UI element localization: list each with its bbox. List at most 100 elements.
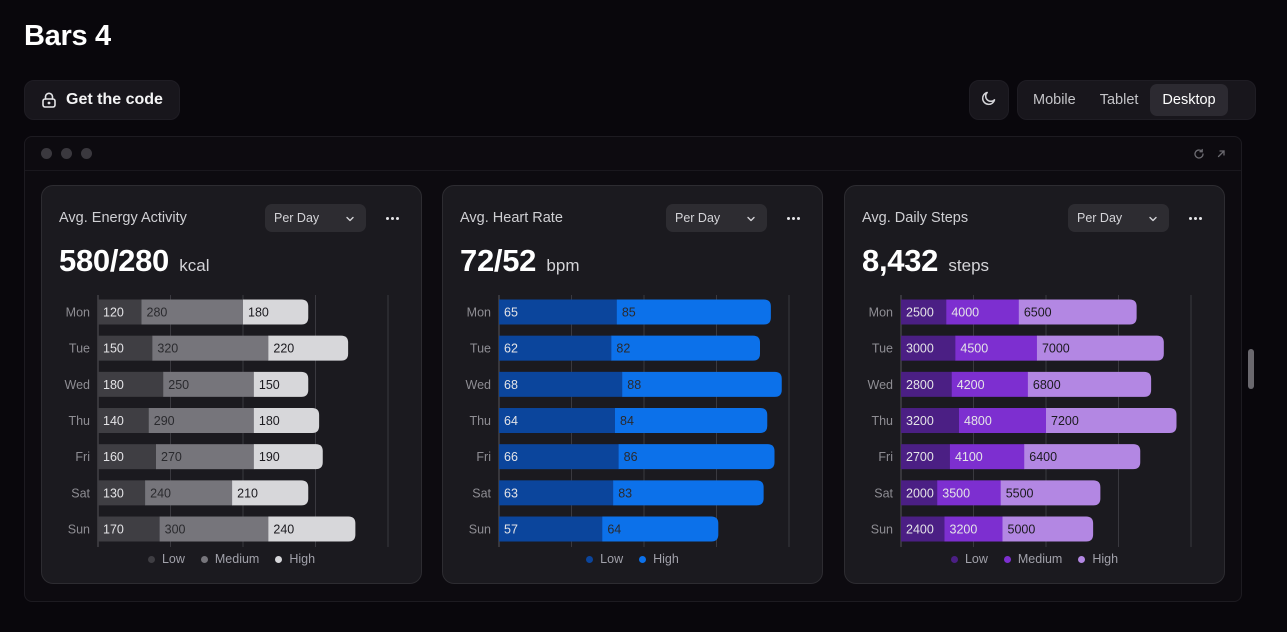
bar-segment[interactable]	[901, 299, 947, 325]
refresh-icon[interactable]	[1193, 147, 1205, 165]
card-title: Avg. Energy Activity	[59, 210, 187, 226]
bar-value-label: 180	[248, 306, 269, 320]
bar-segment[interactable]	[611, 335, 760, 361]
bar-segment[interactable]	[163, 371, 255, 397]
bar-segment[interactable]	[98, 516, 161, 542]
bar-segment[interactable]	[159, 516, 269, 542]
bar-value-label: 88	[627, 378, 641, 392]
bar-segment[interactable]	[1036, 335, 1164, 361]
legend-item: Medium	[1003, 552, 1062, 566]
bar-segment[interactable]	[499, 444, 620, 470]
legend-dot	[200, 555, 208, 563]
bar-value-label: 4100	[955, 450, 983, 464]
bar-segment[interactable]	[499, 480, 614, 506]
bar-segment[interactable]	[268, 516, 356, 542]
bar-segment[interactable]	[98, 408, 150, 434]
bar-segment[interactable]	[618, 444, 775, 470]
bar-segment[interactable]	[901, 516, 945, 542]
viewport-mobile-button[interactable]: Mobile	[1033, 92, 1076, 108]
category-label: Wed	[65, 378, 91, 392]
period-select-value: Per Day	[274, 211, 320, 225]
bar-segment[interactable]	[951, 371, 1029, 397]
category-label: Tue	[470, 342, 491, 356]
bar-segment[interactable]	[949, 444, 1025, 470]
bar-value-label: 180	[259, 414, 280, 428]
bar-segment[interactable]	[1018, 299, 1137, 325]
bar-segment[interactable]	[1024, 444, 1141, 470]
moon-icon	[980, 89, 998, 112]
bar-segment[interactable]	[98, 299, 142, 325]
summary-value: 8,432 steps	[862, 243, 989, 279]
daily-steps-chart: Mon 2500 4000 6500 Tue 3000 4500 7000 Wed 2800 420…	[868, 295, 1192, 547]
more-options-button[interactable]	[782, 206, 804, 230]
summary-number: 8,432	[862, 243, 939, 278]
bar-value-label: 2700	[906, 450, 934, 464]
bar-segment[interactable]	[98, 444, 157, 470]
bar-segment[interactable]	[622, 371, 782, 397]
bar-segment[interactable]	[268, 335, 349, 361]
bar-segment[interactable]	[98, 480, 146, 506]
theme-toggle-button[interactable]	[969, 80, 1009, 120]
bar-value-label: 280	[147, 306, 168, 320]
viewport-tablet-button[interactable]: Tablet	[1099, 92, 1139, 108]
bar-segment[interactable]	[1027, 371, 1152, 397]
period-select[interactable]: Per Day	[666, 204, 767, 232]
bar-value-label: 3200	[906, 414, 934, 428]
bar-segment[interactable]	[613, 480, 764, 506]
bar-value-label: 2500	[906, 306, 934, 320]
bar-segment[interactable]	[145, 480, 233, 506]
get-code-button[interactable]: Get the code	[24, 80, 180, 120]
bar-segment[interactable]	[602, 516, 719, 542]
bar-segment[interactable]	[616, 299, 771, 325]
bar-segment[interactable]	[499, 335, 612, 361]
bar-segment[interactable]	[944, 516, 1004, 542]
bar-segment[interactable]	[615, 408, 768, 434]
bar-segment[interactable]	[1002, 516, 1094, 542]
bar-segment[interactable]	[499, 371, 623, 397]
daily-steps-card: Avg. Daily Steps Per Day 8,432 steps Mon…	[844, 185, 1225, 584]
bar-segment[interactable]	[243, 299, 309, 325]
scrollbar-thumb[interactable]	[1248, 349, 1254, 389]
bar-segment[interactable]	[148, 408, 255, 434]
bar-value-label: 66	[504, 450, 518, 464]
bar-segment[interactable]	[901, 335, 956, 361]
viewport-desktop-button[interactable]: Desktop	[1150, 84, 1228, 116]
bar-segment[interactable]	[937, 480, 1002, 506]
bar-segment[interactable]	[901, 480, 938, 506]
bar-value-label: 64	[504, 414, 518, 428]
bar-segment[interactable]	[1000, 480, 1101, 506]
legend-dot	[1003, 555, 1011, 563]
bar-segment[interactable]	[98, 371, 164, 397]
bar-value-label: 62	[504, 342, 518, 356]
period-select[interactable]: Per Day	[265, 204, 366, 232]
bar-segment[interactable]	[1046, 408, 1177, 434]
bar-segment[interactable]	[253, 444, 323, 470]
summary-value: 580/280 kcal	[59, 243, 210, 279]
bar-segment[interactable]	[141, 299, 244, 325]
bar-value-label: 5000	[1008, 523, 1036, 537]
more-options-button[interactable]	[381, 206, 403, 230]
bar-segment[interactable]	[499, 516, 603, 542]
bar-segment[interactable]	[946, 299, 1020, 325]
external-link-icon[interactable]	[1215, 147, 1227, 165]
category-label: Fri	[75, 450, 90, 464]
bar-segment[interactable]	[499, 408, 616, 434]
bar-segment[interactable]	[152, 335, 269, 361]
more-options-button[interactable]	[1184, 206, 1206, 230]
bar-segment[interactable]	[901, 371, 953, 397]
bar-segment[interactable]	[98, 335, 153, 361]
bar-segment[interactable]	[499, 299, 618, 325]
card-title: Avg. Daily Steps	[862, 210, 969, 226]
bar-segment[interactable]	[955, 335, 1038, 361]
period-select[interactable]: Per Day	[1068, 204, 1169, 232]
category-label: Thu	[68, 414, 90, 428]
bar-segment[interactable]	[156, 444, 255, 470]
bar-segment[interactable]	[253, 408, 320, 434]
bar-segment[interactable]	[901, 444, 951, 470]
bar-segment[interactable]	[959, 408, 1047, 434]
legend-dot	[950, 555, 958, 563]
bar-segment[interactable]	[253, 371, 309, 397]
bar-segment[interactable]	[232, 480, 309, 506]
bar-segment[interactable]	[901, 408, 960, 434]
legend-dot	[586, 555, 594, 563]
